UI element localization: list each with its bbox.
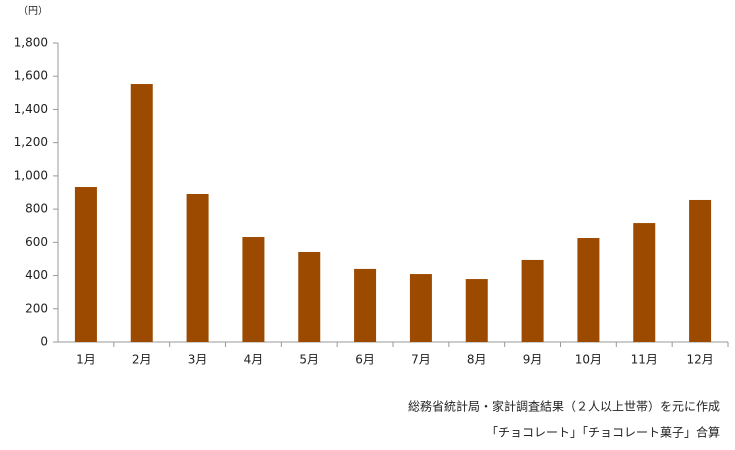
y-tick-label: 0 xyxy=(40,335,48,349)
source-note: 総務省統計局・家計調査結果（２人以上世帯）を元に作成 xyxy=(408,399,720,414)
x-tick-label: 5月 xyxy=(299,353,319,367)
x-tick-label: 2月 xyxy=(132,353,152,367)
x-tick-label: 1月 xyxy=(76,353,96,367)
y-tick-label: 1,800 xyxy=(14,36,48,50)
bar xyxy=(74,187,97,342)
bar xyxy=(633,223,656,342)
y-tick-label: 1,000 xyxy=(14,168,48,182)
x-tick-label: 7月 xyxy=(411,353,431,367)
x-tick-label: 4月 xyxy=(244,353,264,367)
bar xyxy=(577,238,600,342)
x-tick-label: 10月 xyxy=(575,353,602,367)
y-unit: （円） xyxy=(18,5,48,17)
bar xyxy=(242,237,265,342)
source-note: 「チョコレート」「チョコレート菓子」合算 xyxy=(486,425,720,440)
x-tick-label: 3月 xyxy=(188,353,208,367)
y-tick-label: 600 xyxy=(25,235,48,249)
x-tick-label: 12月 xyxy=(686,353,713,367)
y-tick-label: 400 xyxy=(25,268,48,282)
bar xyxy=(354,268,377,342)
bar xyxy=(521,259,544,342)
x-tick-label: 6月 xyxy=(355,353,375,367)
bar xyxy=(186,193,209,342)
y-tick-label: 1,600 xyxy=(14,69,48,83)
bar xyxy=(298,251,321,342)
bar xyxy=(689,199,712,342)
y-tick-label: 200 xyxy=(25,301,48,315)
y-tick-label: 1,400 xyxy=(14,102,48,116)
y-tick-label: 800 xyxy=(25,202,48,216)
x-tick-label: 8月 xyxy=(467,353,487,367)
bar xyxy=(409,274,432,342)
bar xyxy=(130,84,153,342)
y-tick-label: 1,200 xyxy=(14,135,48,149)
x-tick-label: 11月 xyxy=(631,353,658,367)
bar xyxy=(465,279,488,342)
x-tick-label: 9月 xyxy=(523,353,543,367)
